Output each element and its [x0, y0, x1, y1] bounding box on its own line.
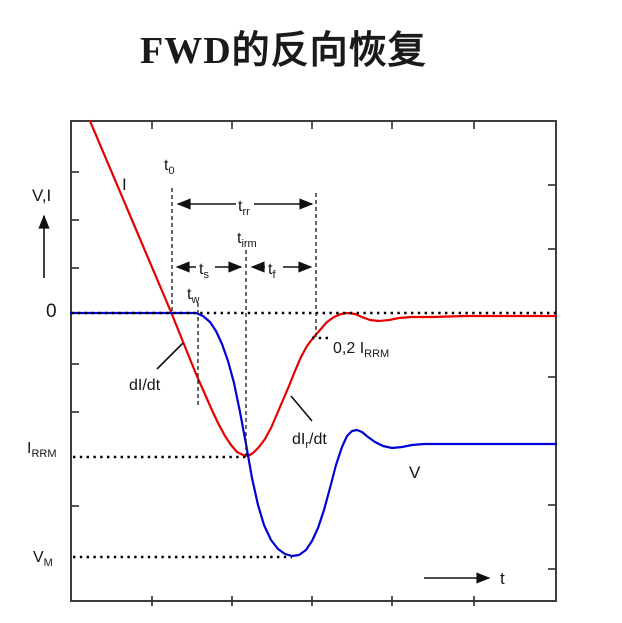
plot-frame [70, 120, 557, 602]
x-axis-label: t [500, 569, 505, 588]
ts-label: ts [199, 261, 209, 281]
zero-level-label: 0 [46, 301, 57, 322]
voltage-curve-label: V [409, 463, 421, 482]
trr-label: trr [238, 198, 250, 218]
current-curve-label: I [122, 175, 127, 194]
tf-label: tf [268, 261, 276, 281]
voltage-curve [69, 311, 558, 558]
page-title: FWD的反向恢复 [140, 30, 427, 72]
measurement-arrows [38, 198, 491, 584]
didt-label: dI/dt [129, 377, 161, 394]
pointer-line [156, 342, 184, 370]
irrm-level-label: IRRM [27, 440, 57, 460]
p02-irrm-label: 0,2 IRRM [333, 340, 389, 360]
dirdt-label: dIr/dt [292, 431, 327, 451]
guide-lines [71, 188, 556, 559]
y-axis-label: V,I [32, 186, 51, 205]
current-curve [88, 119, 558, 458]
pointer-line [290, 395, 313, 422]
tirm-label: tirm [237, 230, 257, 250]
axis-ticks [72, 122, 555, 606]
vm-level-label: VM [33, 549, 53, 569]
t0-label: t0 [164, 157, 175, 177]
tw-label: tw [187, 286, 199, 306]
